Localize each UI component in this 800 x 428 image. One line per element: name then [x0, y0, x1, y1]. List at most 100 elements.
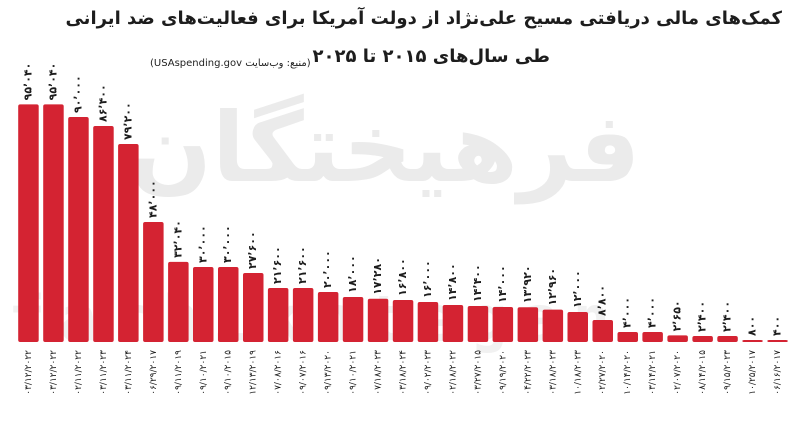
date-tick-label: ۰۴/۲۲/۲۰۲۳	[523, 350, 533, 395]
date-tick-label: ۰۳/۱۲/۲۰۲۲	[49, 350, 59, 395]
bar	[267, 288, 289, 342]
date-tick-label: ۰۲/۱۱/۲۰۲۲	[74, 350, 84, 395]
date-tick-label: ۰۹/۱۳/۲۰۲۰	[324, 350, 334, 395]
date-tick-label: ۱۲/۱۳/۲۰۱۹	[249, 350, 259, 395]
value-label: ۴۰۰	[771, 316, 784, 336]
value-label: ۹۵٬۰۴۰	[47, 63, 60, 101]
value-label: ۲۰٬۰۰۰	[321, 250, 334, 288]
value-label: ۱۷٬۲۸۰	[371, 257, 384, 295]
date-tick-label: ۱۰/۲۵/۲۰۱۷	[748, 350, 758, 395]
value-label: ۳۰٬۰۰۰	[221, 225, 234, 263]
value-label: ۷۹٬۲۰۰	[121, 102, 134, 140]
date-labels-group: ۰۳/۱۲/۲۰۲۲ ۰۳/۱۲/۲۰۲۲ ۰۲/۱۱/۲۰۲۲ ۰۳/۱۱/۲۰۲۳…	[24, 350, 783, 395]
date-tick-label: ۰۹/۱۵/۲۰۲۳	[723, 350, 733, 395]
bar	[717, 336, 738, 342]
bar	[542, 309, 564, 342]
date-tick-label: ۰۶/۲۹/۲۰۱۷	[149, 350, 159, 395]
bar	[492, 307, 514, 342]
bar	[567, 312, 588, 342]
date-tick-label: ۰۳/۱۱/۲۰۲۳	[99, 350, 109, 395]
bar	[93, 126, 114, 342]
value-label: ۸٬۸۰۰	[596, 285, 609, 316]
date-tick-label: ۱۰/۱۴/۲۰۲۰	[623, 350, 633, 395]
date-tick-label: ۱۰/۱۸/۲۰۲۳	[573, 350, 583, 395]
bar	[68, 117, 89, 342]
bar	[417, 302, 439, 342]
value-label: ۳۰٬۰۰۰	[196, 225, 209, 263]
value-label: ۸۰۰	[746, 316, 759, 336]
value-label: ۴٬۰۰۰	[646, 297, 659, 328]
value-label: ۲۱٬۶۰۰	[296, 246, 309, 284]
watermark-logo: فرهیختگان	[130, 92, 641, 204]
bar	[667, 335, 688, 342]
bar	[317, 292, 339, 342]
date-tick-label: ۰۹/۱۰/۲۰۱۵	[224, 350, 234, 395]
bar	[592, 320, 613, 342]
source-note: (منبع: وب‌سایت USAspending.gov)	[150, 58, 311, 69]
date-tick-label: ۰۳/۱۴/۲۰۲۱	[648, 350, 658, 395]
date-tick-label: ۰۳/۱۲/۲۰۲۲	[24, 350, 34, 395]
bar	[243, 273, 264, 342]
value-label: ۲٬۴۰۰	[721, 301, 734, 332]
value-label: ۴۸٬۰۰۰	[146, 180, 159, 218]
value-label: ۹۰٬۰۰۰	[71, 75, 84, 113]
value-labels-group: ۹۵٬۰۴۰ ۹۵٬۰۴۰ ۹۰٬۰۰۰ ۸۶٬۴۰۰ ۷۹٬۲۰۰ ۴۸٬۰۰۰ ۳۲٬۰…	[22, 63, 784, 336]
bar	[193, 267, 214, 342]
bar	[342, 297, 364, 342]
date-tick-label: ۰۲/۲۷/۲۰۲۰	[598, 350, 608, 395]
date-tick-label: ۰۲/۱۸/۲۰۲۲	[448, 350, 458, 395]
bar	[18, 104, 39, 343]
bar	[467, 306, 489, 342]
date-tick-label: ۰۲/۰۷/۲۰۲۰	[673, 350, 683, 395]
value-label: ۹۵٬۰۴۰	[22, 63, 35, 101]
value-label: ۱۸٬۰۰۰	[346, 255, 359, 293]
value-label: ۱۳٬۹۲۰	[521, 265, 534, 303]
date-tick-label: ۰۹/۰۲/۲۰۲۳	[424, 350, 434, 395]
date-tick-label: ۰۳/۱۸/۲۰۲۴	[399, 350, 409, 395]
date-tick-label: ۰۹/۱۹/۲۰۲۰	[498, 350, 508, 395]
value-label: ۱۴٬۸۰۰	[446, 263, 459, 301]
date-tick-label: ۰۹/۱۱/۲۰۱۹	[174, 350, 184, 395]
bar	[517, 307, 539, 342]
value-label: ۲٬۴۰۰	[696, 301, 709, 332]
value-label: ۱۲٬۹۶۰	[546, 268, 559, 306]
value-label: ۲٬۶۵۰	[671, 300, 684, 331]
date-tick-label: ۰۸/۱۴/۲۰۱۵	[698, 350, 708, 395]
bar	[692, 336, 713, 342]
bar	[143, 222, 164, 342]
bar	[118, 144, 139, 342]
value-label: ۱۲٬۰۰۰	[571, 270, 584, 308]
chart-title: کمک‌های مالی دریافتی مسیح علی‌نژاد از دو…	[65, 8, 782, 29]
bar	[442, 305, 464, 342]
date-tick-label: ۰۹/۱۰/۲۰۲۱	[349, 350, 359, 395]
date-tick-label: ۰۹/۱۰/۲۰۲۱	[199, 350, 209, 395]
value-label: ۲۱٬۶۰۰	[271, 246, 284, 284]
value-label: ۱۶٬۰۰۰	[421, 260, 434, 298]
bars-group	[18, 104, 788, 343]
bar	[392, 300, 414, 342]
bar	[767, 340, 788, 342]
bar	[742, 340, 763, 342]
bar	[367, 298, 389, 342]
value-label: ۴٬۰۰۰	[621, 297, 634, 328]
value-label: ۸۶٬۴۰۰	[96, 84, 109, 122]
value-label: ۱۴٬۴۰۰	[471, 264, 484, 302]
date-tick-label: ۰۶/۱۶/۲۰۱۷	[773, 350, 783, 395]
date-tick-label: ۰۹/۰۷/۲۰۱۶	[299, 350, 309, 395]
date-tick-label: ۰۷/۰۸/۲۰۱۶	[274, 350, 284, 395]
date-tick-label: ۰۳/۲۷/۲۰۱۵	[473, 350, 483, 395]
value-label: ۲۷٬۶۰۰	[246, 231, 259, 269]
value-label: ۳۲٬۰۴۰	[171, 220, 184, 258]
bar	[642, 332, 663, 342]
chart-subtitle: طی سال‌های ۲۰۱۵ تا ۲۰۲۵	[312, 46, 550, 67]
bar	[168, 261, 189, 342]
bar	[617, 332, 638, 342]
value-label: ۱۶٬۸۰۰	[396, 258, 409, 296]
date-tick-label: ۰۷/۱۸/۲۰۲۳	[374, 350, 384, 395]
value-label: ۱۴٬۰۰۰	[496, 265, 509, 303]
bar	[292, 288, 314, 342]
bar	[218, 267, 239, 342]
bar	[43, 104, 64, 343]
date-tick-label: ۰۳/۱۱/۲۰۲۴	[124, 350, 134, 395]
